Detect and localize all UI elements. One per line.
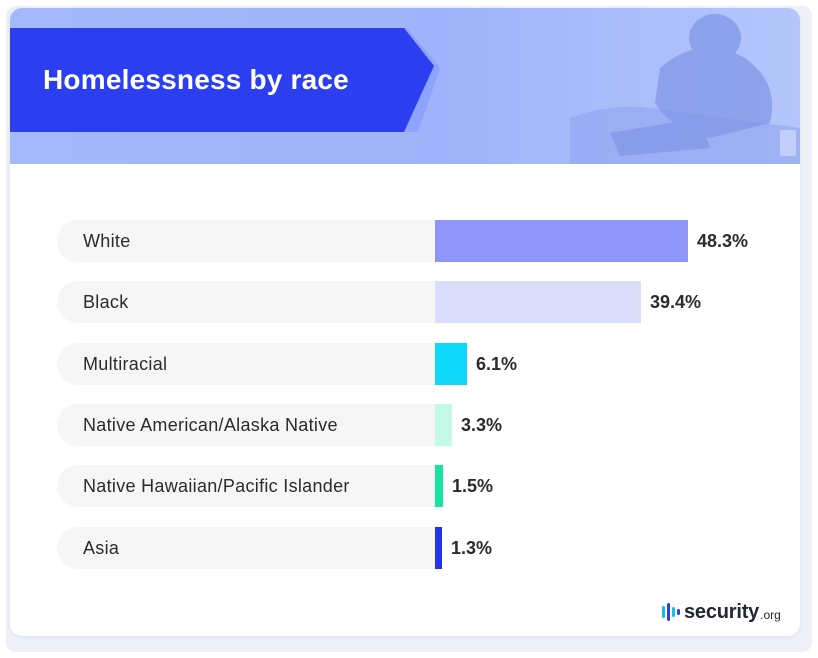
category-label: Native American/Alaska Native [83,415,338,435]
category-row [57,343,435,385]
background-photo [570,14,800,164]
category-label: White [83,231,131,251]
bar [435,343,467,385]
bar-chart: White 48.3% Black 39.4% Multiracial 6.1% Nativ… [10,8,800,636]
bar [435,527,442,569]
infographic-card: Homelessness by race White 48.3% Black 39.4… [10,8,800,636]
bar [435,220,688,262]
category-label: Black [83,292,129,312]
category-row [57,404,435,446]
chart-title: Homelessness by race [43,64,349,95]
brand-logo: security .org [662,599,781,625]
data-label: 39.4% [650,292,702,312]
bar [435,281,641,323]
data-label: 1.3% [451,538,493,558]
category-label: Multiracial [83,354,168,374]
header-banner: Homelessness by race [10,8,800,164]
data-label: 1.5% [452,476,494,496]
data-label: 3.3% [461,415,503,435]
category-row [57,220,435,262]
title-tab [10,28,440,132]
bar [435,404,452,446]
category-row [57,281,435,323]
category-row [57,465,435,507]
category-label: Native Hawaiian/Pacific Islander [83,476,350,496]
data-label: 6.1% [476,354,518,374]
security-org-logo-icon [662,603,680,621]
data-label: 48.3% [697,231,749,251]
brand-name: security [684,600,760,623]
bar [435,465,443,507]
brand-tld: .org [760,608,781,622]
category-label: Asia [83,538,120,558]
category-row [57,527,435,569]
